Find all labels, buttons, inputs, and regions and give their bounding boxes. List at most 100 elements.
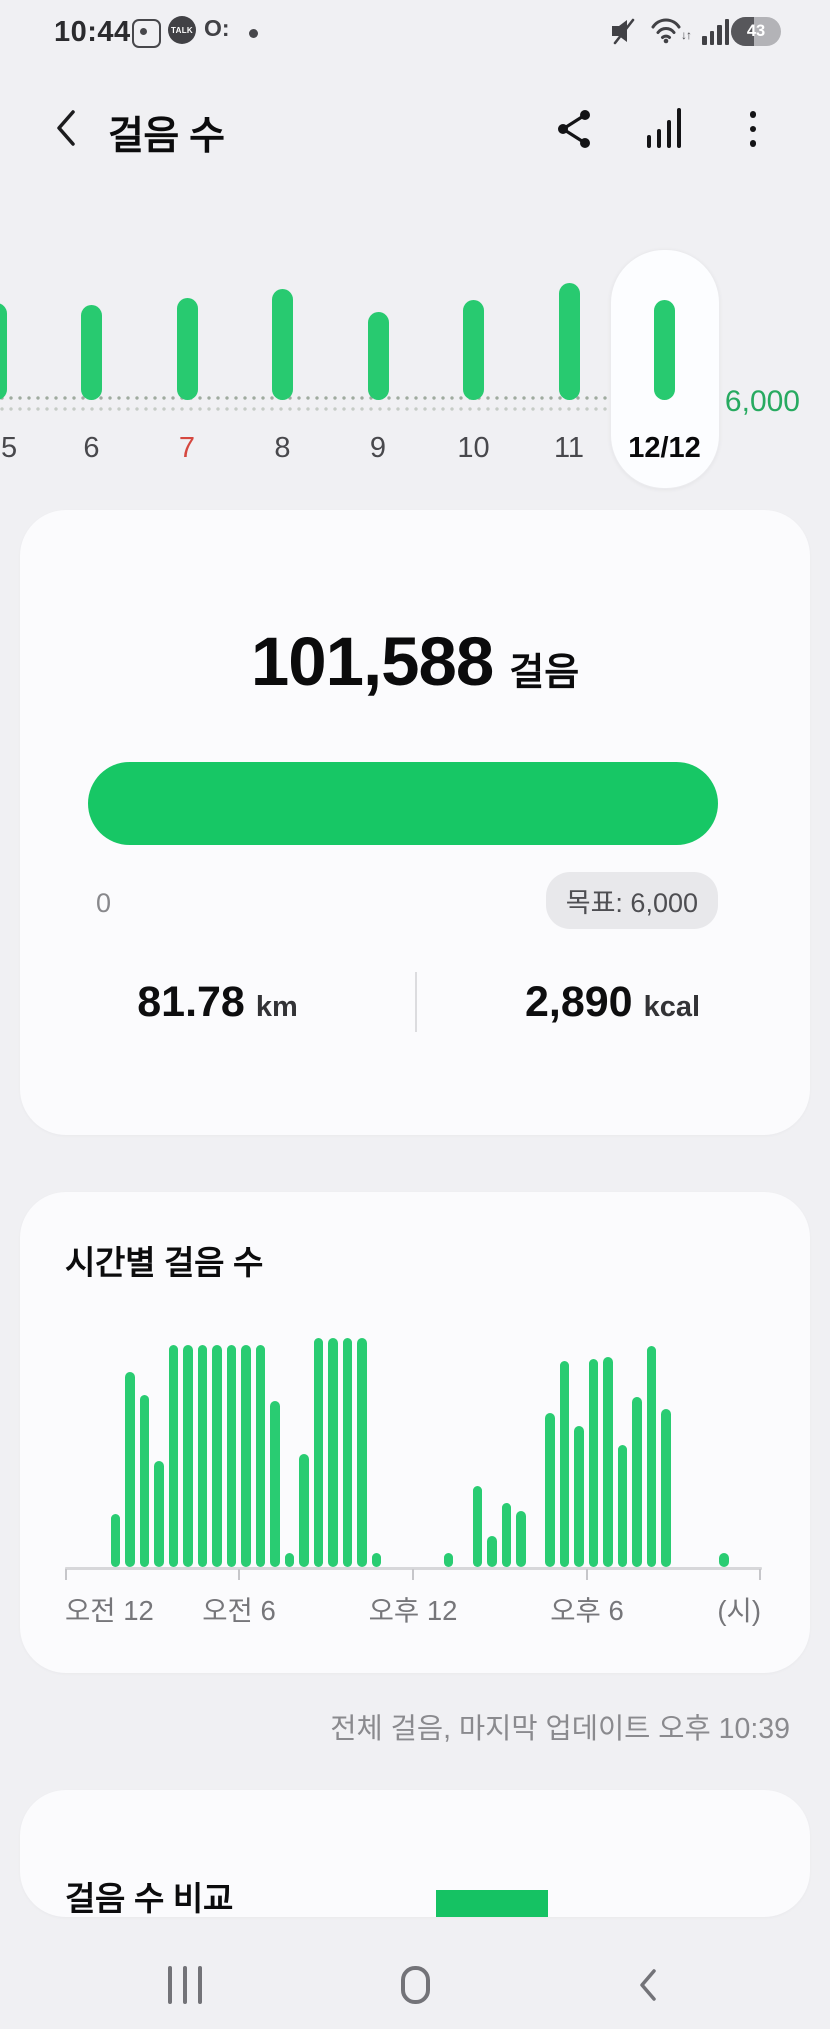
hourly-bar-slot-20 <box>357 1338 367 1567</box>
last-updated-caption: 전체 걸음, 마지막 업데이트 오후 10:39 <box>330 1713 790 1745</box>
app-notification-icon: O: <box>204 15 230 41</box>
home-icon <box>400 1966 430 2004</box>
hourly-bar-slot-19 <box>342 1338 353 1567</box>
share-button[interactable] <box>550 102 600 156</box>
page-title: 걸음 수 <box>108 115 225 158</box>
share-icon <box>558 110 590 148</box>
comparison-card-title: 걸음 수 비교 <box>65 1880 234 1917</box>
steps-value: 101,588 <box>250 623 494 700</box>
axis-tick <box>65 1569 67 1580</box>
progress-start-label: 0 <box>96 888 112 918</box>
hourly-bar-slot-26 <box>443 1553 454 1567</box>
steps-unit: 걸음 <box>509 652 580 694</box>
hourly-bar-slot-28 <box>472 1486 483 1567</box>
back-chevron-icon <box>640 1969 656 2001</box>
hourly-bar-slot-8 <box>183 1345 193 1567</box>
distance-calories-row: 81.78 km 2,890 kcal <box>20 978 810 1027</box>
hourly-bar-slot-40 <box>646 1346 657 1567</box>
day-label-6[interactable]: 6 <box>83 432 100 464</box>
day-bar-5[interactable] <box>0 303 7 400</box>
hourly-bar-slot-37 <box>603 1357 613 1567</box>
day-bar-9[interactable] <box>367 312 389 400</box>
hourly-bar-slot-39 <box>632 1397 642 1567</box>
nav-home-button[interactable] <box>375 1955 455 2015</box>
hourly-bar-slot-11 <box>226 1345 237 1567</box>
axis-tick <box>586 1569 588 1580</box>
day-bar-10[interactable] <box>463 300 484 400</box>
more-notifications-dot-icon <box>249 29 258 38</box>
wifi-updown-arrows-icon: ↓↑ <box>681 28 692 42</box>
day-label-5[interactable]: 5 <box>1 432 18 464</box>
day-bar-7[interactable] <box>176 298 198 400</box>
distance-unit: km <box>255 991 298 1023</box>
goal-dotted-line <box>0 396 612 400</box>
hourly-bar-slot-33 <box>545 1413 555 1567</box>
axis-label-12pm: 오후 12 <box>368 1595 458 1626</box>
goal-value-label: 6,000 <box>724 385 800 418</box>
goal-dotted-line-2 <box>0 407 612 411</box>
hourly-card-title: 시간별 걸음 수 <box>65 1244 264 1281</box>
hourly-bar-slot-41 <box>661 1409 671 1567</box>
day-label-8[interactable]: 8 <box>274 432 291 464</box>
wifi-icon <box>650 16 682 49</box>
vertical-divider <box>415 972 417 1032</box>
hourly-steps-card: 시간별 걸음 수 오전 12 오전 6 오후 12 오후 6 (시) <box>20 1192 810 1673</box>
axis-label-6pm: 오후 6 <box>550 1595 624 1626</box>
day-bar-11[interactable] <box>558 283 580 400</box>
day-label-9[interactable]: 9 <box>369 432 387 464</box>
week-day-selector: 5 6 7 8 9 10 11 12/12 6,000 <box>0 195 830 495</box>
axis-tick <box>412 1569 414 1580</box>
day-bar-6[interactable] <box>81 305 102 400</box>
back-button[interactable] <box>42 100 90 156</box>
daily-summary-card: 101,588 걸음 0 목표: 6,000 81.78 km 2,890 kc… <box>20 510 810 1135</box>
axis-label-6am: 오전 6 <box>202 1595 276 1626</box>
step-comparison-card[interactable]: 걸음 수 비교 <box>20 1790 810 1917</box>
hourly-bar-slot-4 <box>125 1372 135 1567</box>
chevron-left-icon <box>57 110 75 146</box>
hourly-bar-slot-29 <box>487 1536 497 1567</box>
hourly-bar-slot-30 <box>501 1503 512 1567</box>
recents-icon <box>168 1966 172 2004</box>
nav-back-button[interactable] <box>608 1955 688 2015</box>
hourly-bar-slot-7 <box>168 1345 179 1567</box>
nav-recents-button[interactable] <box>145 1955 225 2015</box>
battery-percent: 43 <box>746 22 766 40</box>
kakaotalk-notification-icon: TALK <box>168 16 196 44</box>
battery-fill-level <box>731 17 754 46</box>
calories-unit: kcal <box>643 991 701 1023</box>
hourly-bar-slot-45 <box>719 1553 729 1567</box>
hourly-bar-slot-12 <box>241 1345 251 1567</box>
calories-value: 2,890 <box>524 978 633 1026</box>
distance-value: 81.78 <box>137 978 245 1026</box>
day-label-10[interactable]: 10 <box>457 432 490 464</box>
comparison-bar-clipped <box>436 1890 548 1917</box>
day-bar-8[interactable] <box>272 289 293 400</box>
goal-progress-bar <box>88 762 718 845</box>
hourly-bar-slot-13 <box>255 1345 266 1567</box>
hourly-bar-slot-14 <box>270 1401 280 1567</box>
x-axis-line <box>65 1567 762 1570</box>
hourly-bar-slot-3 <box>110 1514 121 1567</box>
screenshot-notification-icon <box>132 19 161 48</box>
axis-tick <box>759 1569 761 1580</box>
more-options-button[interactable] <box>731 102 775 156</box>
distance-stat: 81.78 km <box>20 978 415 1027</box>
calories-stat: 2,890 kcal <box>415 978 810 1027</box>
hourly-bar-slot-38 <box>617 1445 628 1567</box>
day-label-11[interactable]: 11 <box>553 432 585 464</box>
bar-chart-icon <box>646 108 682 148</box>
hourly-steps-chart <box>65 1328 760 1567</box>
trends-button[interactable] <box>638 102 690 156</box>
goal-badge: 목표: 6,000 <box>545 872 718 929</box>
hourly-bar-slot-10 <box>212 1345 222 1567</box>
day-bar-12-12[interactable] <box>654 300 675 400</box>
day-label-7[interactable]: 7 <box>178 432 196 464</box>
day-label-12-12[interactable]: 12/12 <box>628 432 701 464</box>
axis-label-hour-unit: (시) <box>717 1595 761 1626</box>
battery-icon: 43 <box>731 17 781 46</box>
hourly-bar-slot-18 <box>328 1338 338 1567</box>
hourly-bar-slot-15 <box>284 1553 295 1567</box>
signal-strength-icon <box>702 19 729 45</box>
ellipsis-dot <box>749 111 757 118</box>
